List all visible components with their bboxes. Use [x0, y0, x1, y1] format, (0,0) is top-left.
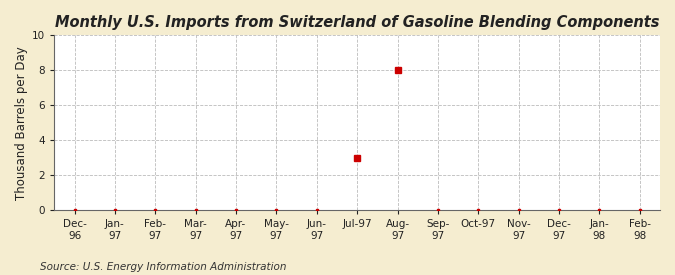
- Text: Source: U.S. Energy Information Administration: Source: U.S. Energy Information Administ…: [40, 262, 287, 272]
- Title: Monthly U.S. Imports from Switzerland of Gasoline Blending Components: Monthly U.S. Imports from Switzerland of…: [55, 15, 659, 30]
- Y-axis label: Thousand Barrels per Day: Thousand Barrels per Day: [15, 46, 28, 200]
